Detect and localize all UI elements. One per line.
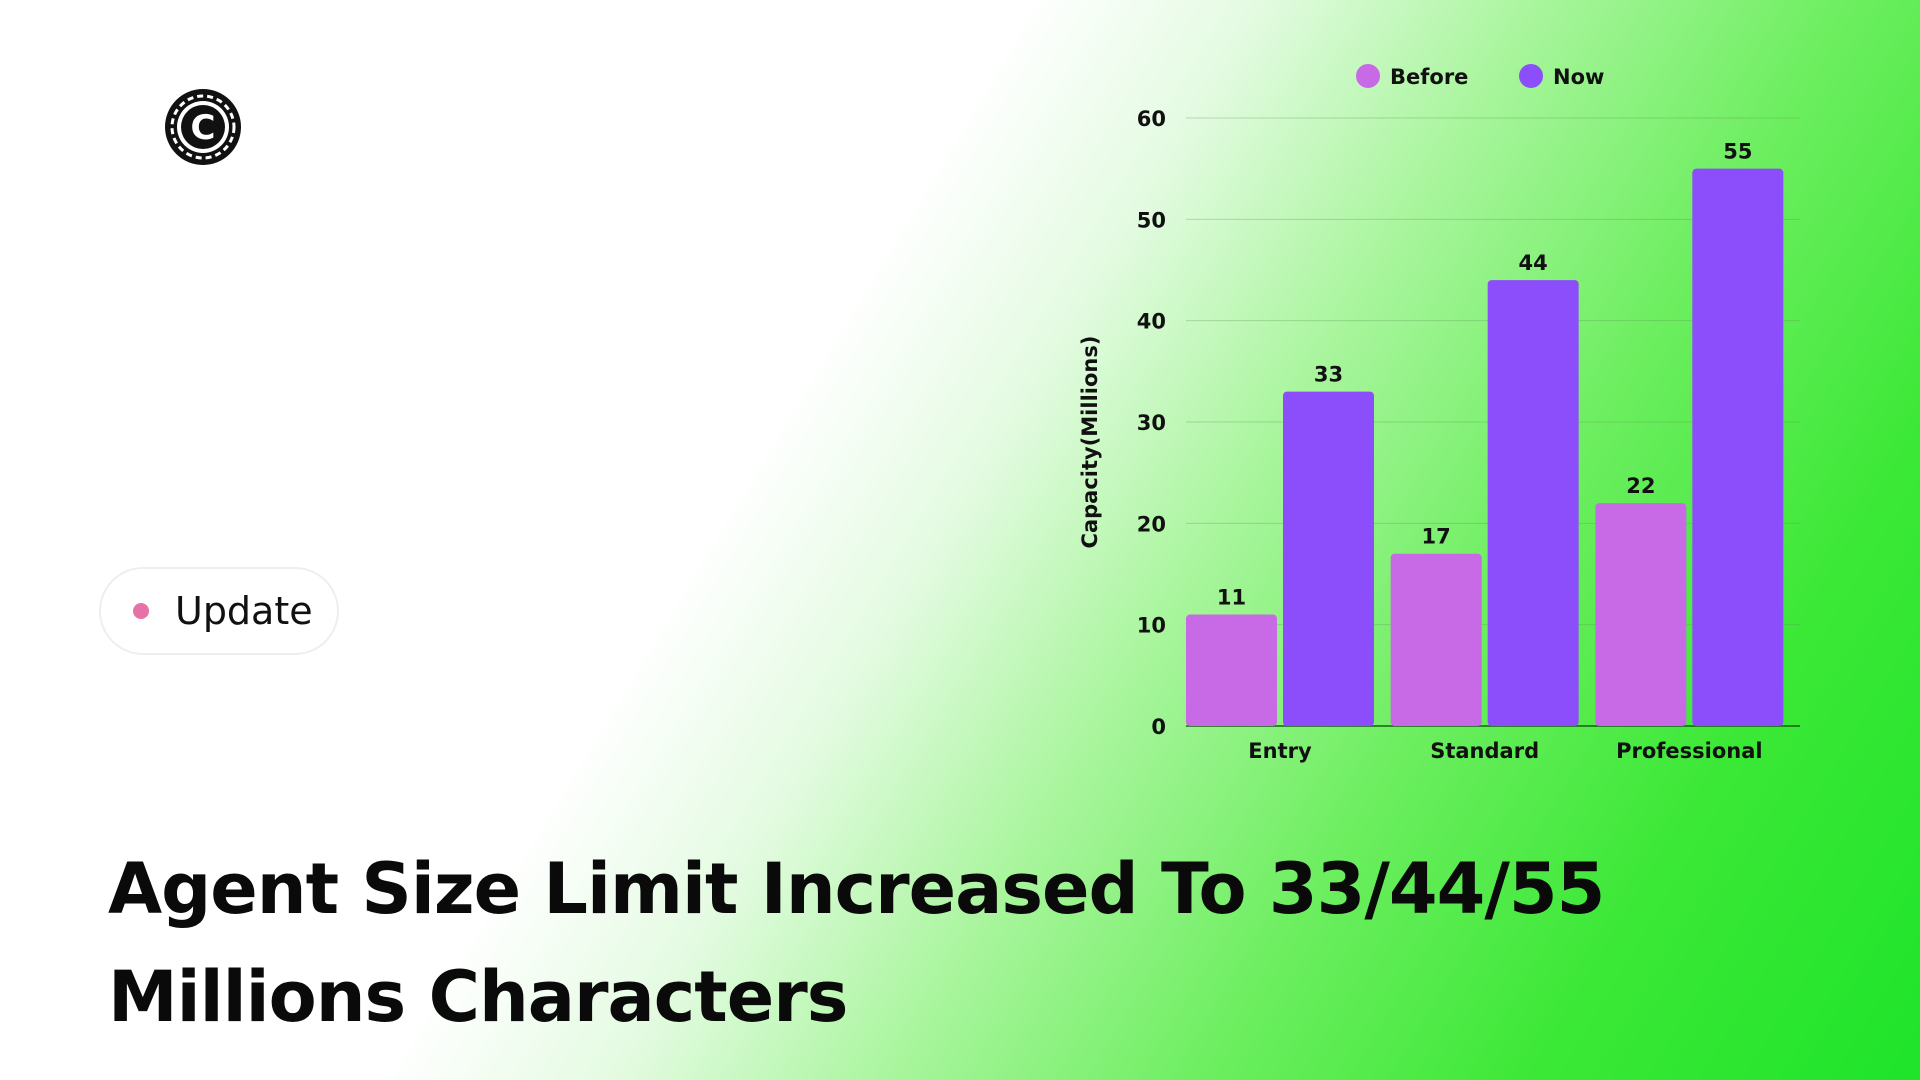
data-label: 44 — [1519, 251, 1548, 275]
y-tick-label: 10 — [1137, 614, 1166, 638]
data-label: 17 — [1422, 525, 1451, 549]
data-label: 33 — [1314, 363, 1343, 387]
bar-chart: 0 10 20 30 40 50 60 Capacity(Millions) 11 33 Entry… — [1078, 64, 1800, 763]
badge-label: Update — [175, 589, 313, 633]
bar-now-standard — [1487, 280, 1579, 726]
x-tick-label: Entry — [1248, 739, 1312, 763]
y-tick-label: 30 — [1137, 411, 1166, 435]
legend-label-before: Before — [1390, 65, 1468, 89]
bar-now-entry — [1283, 391, 1374, 726]
copyright-c-icon: C — [165, 89, 241, 165]
logo-glyph: C — [191, 108, 216, 148]
x-tick-label: Standard — [1430, 739, 1539, 763]
y-tick-label: 20 — [1137, 512, 1166, 536]
bar-before-standard — [1390, 553, 1482, 726]
data-label: 11 — [1217, 586, 1246, 610]
x-tick-label: Professional — [1616, 739, 1763, 763]
bar-before-entry — [1186, 614, 1277, 726]
y-tick-label: 0 — [1151, 715, 1166, 739]
data-label: 22 — [1626, 474, 1655, 498]
y-tick-label: 40 — [1137, 310, 1166, 334]
logo: C — [165, 89, 241, 165]
legend-marker-before — [1356, 64, 1380, 88]
y-axis-label: Capacity(Millions) — [1078, 336, 1102, 549]
headline-line-1: Agent Size Limit Increased To 33/44/55 — [108, 848, 1605, 930]
legend-marker-now — [1519, 64, 1543, 88]
bar-now-professional — [1692, 168, 1784, 726]
headline-line-2: Millions Characters — [108, 956, 848, 1038]
update-badge: Update — [99, 567, 339, 655]
data-label: 55 — [1723, 140, 1752, 164]
headline: Agent Size Limit Increased To 33/44/55 M… — [108, 835, 1858, 1051]
y-tick-label: 60 — [1137, 107, 1166, 131]
legend-label-now: Now — [1553, 65, 1604, 89]
bar-before-professional — [1595, 503, 1687, 726]
status-dot — [133, 603, 149, 619]
y-tick-label: 50 — [1137, 208, 1166, 232]
